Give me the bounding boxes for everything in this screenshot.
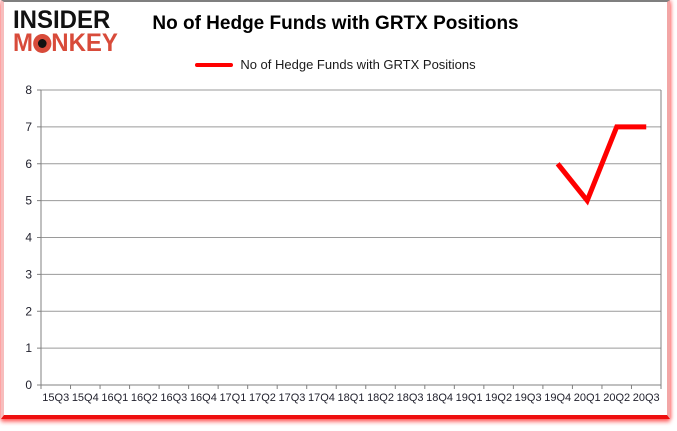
monkey-face-icon: O	[32, 34, 52, 53]
x-axis-tick-label: 19Q4	[544, 392, 571, 404]
y-axis-tick-label: 5	[25, 194, 32, 208]
x-axis-tick-label: 18Q1	[338, 392, 365, 404]
logo-text-monkey: MONKEY	[13, 29, 118, 57]
x-axis-tick-label: 20Q2	[603, 392, 630, 404]
y-axis-tick-label: 6	[25, 157, 32, 171]
x-axis-tick-label: 16Q1	[101, 392, 128, 404]
chart-legend: No of Hedge Funds with GRTX Positions	[4, 57, 667, 72]
x-axis-tick-label: 19Q2	[485, 392, 512, 404]
x-axis-tick-label: 20Q3	[633, 392, 660, 404]
x-axis-tick-label: 16Q3	[160, 392, 187, 404]
x-axis-tick-label: 15Q3	[42, 392, 69, 404]
logo-text-insider: INSIDER	[13, 6, 111, 34]
x-axis-tick-label: 20Q1	[574, 392, 601, 404]
y-axis-tick-label: 8	[25, 85, 32, 97]
y-axis-tick-label: 4	[25, 231, 32, 245]
legend-label: No of Hedge Funds with GRTX Positions	[240, 57, 476, 72]
x-axis-tick-label: 17Q1	[219, 392, 246, 404]
x-axis-tick-label: 17Q4	[308, 392, 335, 404]
x-axis-tick-label: 18Q4	[426, 392, 453, 404]
y-axis-tick-label: 0	[25, 378, 32, 392]
grtx-series-line	[555, 124, 647, 206]
x-axis-tick-label: 19Q3	[515, 392, 542, 404]
chart-title: No of Hedge Funds with GRTX Positions	[152, 13, 519, 34]
x-axis-tick-label: 17Q3	[278, 392, 305, 404]
x-axis-tick-label: 18Q3	[397, 392, 424, 404]
y-axis-tick-label: 1	[25, 341, 32, 355]
insider-monkey-logo: INSIDER MONKEY	[13, 6, 118, 57]
x-axis-tick-label: 15Q4	[72, 392, 99, 404]
x-axis-tick-label: 17Q2	[249, 392, 276, 404]
y-axis-tick-label: 2	[25, 304, 32, 318]
x-axis-tick-label: 18Q2	[367, 392, 394, 404]
logo-letters-nkey: NKEY	[51, 29, 118, 57]
y-axis-tick-label: 3	[25, 267, 32, 281]
y-axis-tick-label: 7	[25, 120, 32, 134]
logo-letter-m: M	[13, 29, 33, 57]
x-axis-tick-label: 16Q2	[131, 392, 158, 404]
x-axis-tick-label: 16Q4	[190, 392, 217, 404]
x-axis-tick-label: 19Q1	[456, 392, 483, 404]
chart-card: INSIDER MONKEY No of Hedge Funds with GR…	[1, 0, 670, 419]
legend-line-swatch	[195, 62, 234, 67]
